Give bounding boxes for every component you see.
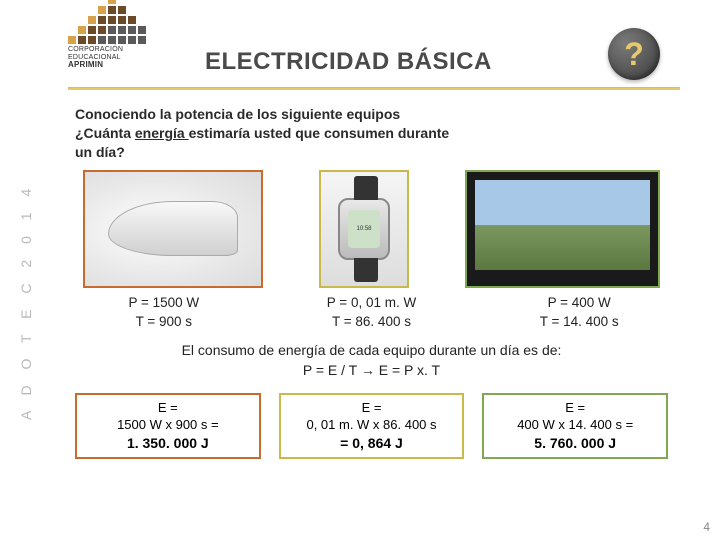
explanation: El consumo de energía de cada equipo dur… bbox=[75, 341, 668, 380]
pt-iron: P = 1500 W T = 900 s bbox=[75, 294, 253, 332]
e-iron-l2: 1500 W x 900 s = bbox=[117, 417, 219, 432]
pt-watch: P = 0, 01 m. W T = 86. 400 s bbox=[283, 294, 461, 332]
q-underlined: energía bbox=[135, 125, 189, 141]
power-time-row: P = 1500 W T = 900 s P = 0, 01 m. W T = … bbox=[75, 294, 668, 332]
arrow-icon: → bbox=[361, 362, 375, 378]
logo-graphic bbox=[68, 6, 158, 44]
logo-line1: CORPORACIÓN bbox=[68, 46, 158, 54]
q-line2a: ¿Cuánta bbox=[75, 125, 135, 141]
pt-tv: P = 400 W T = 14. 400 s bbox=[490, 294, 668, 332]
e-watch-l1: E = bbox=[362, 400, 382, 415]
e-iron-l3: 1. 350. 000 J bbox=[127, 435, 209, 451]
q-line2b: estimaría usted que consumen durante bbox=[189, 125, 450, 141]
header: CORPORACIÓN EDUCACIONAL APRIMIN ELECTRIC… bbox=[0, 0, 720, 95]
logo: CORPORACIÓN EDUCACIONAL APRIMIN bbox=[68, 6, 158, 70]
e-tv-l3: 5. 760. 000 J bbox=[534, 435, 616, 451]
iron-icon bbox=[108, 201, 238, 256]
energy-watch: E = 0, 01 m. W x 86. 400 s = 0, 864 J bbox=[279, 393, 465, 459]
logo-text: CORPORACIÓN EDUCACIONAL APRIMIN bbox=[68, 46, 158, 70]
watch-icon: 10:58 bbox=[338, 198, 390, 260]
e-tv-l1: E = bbox=[565, 400, 585, 415]
explain-l1: El consumo de energía de cada equipo dur… bbox=[182, 342, 562, 358]
t-watch: T = 86. 400 s bbox=[332, 314, 411, 329]
page-number: 4 bbox=[703, 520, 710, 534]
e-watch-l2: 0, 01 m. W x 86. 400 s bbox=[306, 417, 436, 432]
e-watch-l3: = 0, 864 J bbox=[340, 435, 403, 451]
image-watch: 10:58 bbox=[319, 170, 409, 288]
energy-iron: E = 1500 W x 900 s = 1. 350. 000 J bbox=[75, 393, 261, 459]
energy-tv: E = 400 W x 14. 400 s = 5. 760. 000 J bbox=[482, 393, 668, 459]
t-tv: T = 14. 400 s bbox=[540, 314, 619, 329]
e-iron-l1: E = bbox=[158, 400, 178, 415]
p-tv: P = 400 W bbox=[548, 295, 611, 310]
help-icon: ? bbox=[608, 28, 660, 80]
q-line1: Conociendo la potencia de los siguiente … bbox=[75, 106, 400, 122]
title-underline bbox=[68, 87, 680, 90]
watch-screen: 10:58 bbox=[348, 210, 380, 248]
e-tv-l2: 400 W x 14. 400 s = bbox=[517, 417, 633, 432]
page-title: ELECTRICIDAD BÁSICA bbox=[205, 48, 492, 76]
content: Conociendo la potencia de los siguiente … bbox=[0, 95, 720, 459]
logo-line3: APRIMIN bbox=[68, 61, 158, 70]
image-tv bbox=[465, 170, 660, 288]
images-row: 10:58 bbox=[75, 170, 668, 288]
q-line3: un día? bbox=[75, 144, 125, 160]
explain-l2a: P = E / T bbox=[303, 362, 361, 378]
p-iron: P = 1500 W bbox=[129, 295, 200, 310]
question-text: Conociendo la potencia de los siguiente … bbox=[75, 105, 668, 162]
tv-icon bbox=[475, 180, 650, 270]
explain-l2b: E = P x. T bbox=[375, 362, 440, 378]
image-iron bbox=[83, 170, 263, 288]
t-iron: T = 900 s bbox=[136, 314, 192, 329]
energy-row: E = 1500 W x 900 s = 1. 350. 000 J E = 0… bbox=[75, 393, 668, 459]
sidebar-label: A D O T E C 2 0 1 4 bbox=[18, 183, 34, 420]
p-watch: P = 0, 01 m. W bbox=[327, 295, 416, 310]
